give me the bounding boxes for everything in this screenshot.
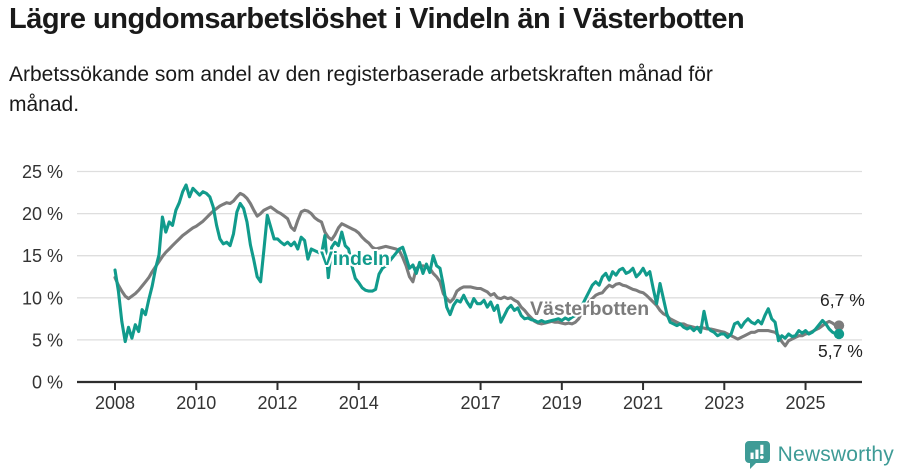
- x-axis-tick-label: 2012: [257, 393, 297, 413]
- newsworthy-logo: Newsworthy: [744, 440, 894, 470]
- x-axis-tick-label: 2025: [786, 393, 826, 413]
- end-value-label: 6,7 %: [820, 290, 865, 310]
- y-axis-tick-label: 20 %: [22, 204, 63, 224]
- x-axis-tick-label: 2014: [339, 393, 379, 413]
- chart-title: Lägre ungdomsarbetslöshet i Vindeln än i…: [9, 3, 745, 35]
- y-axis-tick-label: 25 %: [22, 162, 63, 182]
- y-axis-tick-label: 10 %: [22, 288, 63, 308]
- series-label-vindeln: Vindeln: [320, 248, 390, 270]
- chart-subtitle: Arbetssökande som andel av den registerb…: [9, 63, 713, 116]
- x-axis-tick-label: 2023: [704, 393, 744, 413]
- y-axis-tick-label: 5 %: [32, 330, 63, 350]
- x-axis-tick-label: 2017: [461, 393, 501, 413]
- newsworthy-icon: [744, 441, 770, 469]
- x-axis-tick-label: 2008: [95, 393, 135, 413]
- unemployment-line-chart: 0 % 5 % 10 % 15 % 20 % 25 % 2008 2010 2012 2014 20…: [22, 162, 865, 413]
- series-line-vindeln: [113, 183, 838, 344]
- series-end-dot-västerbotten: [833, 320, 845, 331]
- series-end-dot-vindeln: [833, 328, 845, 340]
- series-label-västerbotten: Västerbotten: [530, 298, 649, 320]
- x-axis-tick-label: 2021: [623, 393, 663, 413]
- y-axis-tick-label: 15 %: [22, 246, 63, 266]
- end-value-label: 5,7 %: [818, 341, 863, 361]
- x-axis-tick-label: 2019: [542, 393, 582, 413]
- newsworthy-wordmark: Newsworthy: [777, 443, 894, 466]
- x-axis-tick-label: 2010: [176, 393, 216, 413]
- series-line-västerbotten: [113, 191, 838, 348]
- y-axis-tick-label: 0 %: [32, 373, 63, 393]
